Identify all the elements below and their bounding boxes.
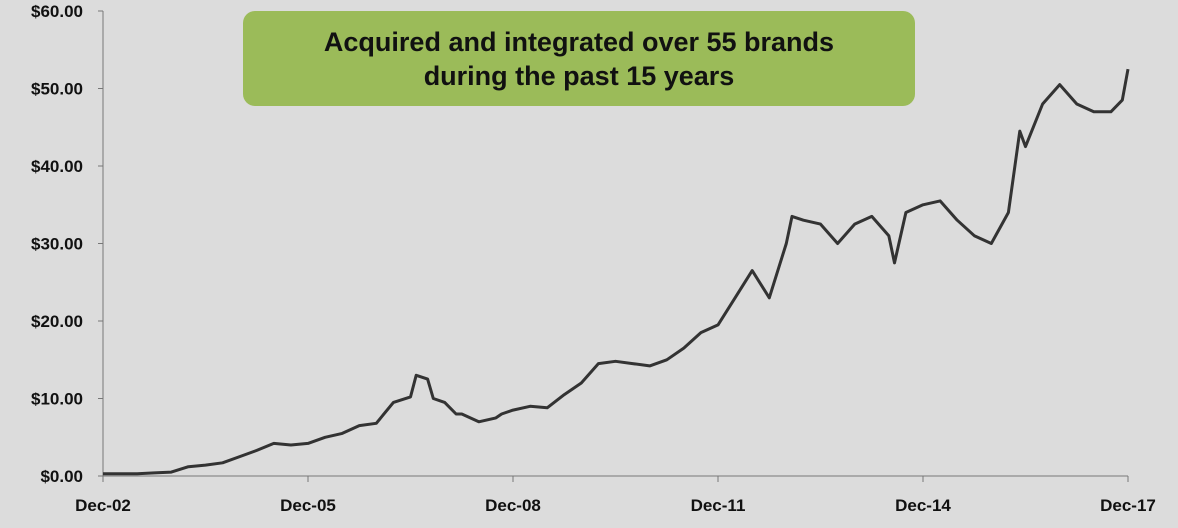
annotation-line-2: during the past 15 years <box>423 60 735 91</box>
y-tick-label: $30.00 <box>31 235 83 254</box>
x-tick-label: Dec-17 <box>1100 496 1156 515</box>
x-tick-label: Dec-08 <box>485 496 541 515</box>
x-tick-label: Dec-14 <box>895 496 951 515</box>
y-tick-label: $40.00 <box>31 157 83 176</box>
y-axis: $0.00 $10.00 $20.00 $30.00 $40.00 $50.00 $60.0… <box>31 2 104 486</box>
annotation-line-1: Acquired and integrated over 55 brands <box>323 26 835 57</box>
y-tick-label: $0.00 <box>40 467 83 486</box>
annotation-callout: Acquired and integrated over 55 brands d… <box>243 11 915 106</box>
price-series-line <box>103 68 1130 476</box>
x-tick-label: Dec-05 <box>280 496 336 515</box>
x-axis: Dec-02 Dec-05 Dec-08 Dec-11 Dec-14 Dec-17 <box>75 475 1156 515</box>
x-tick-label: Dec-11 <box>691 496 746 515</box>
y-tick-label: $50.00 <box>31 80 83 99</box>
y-tick-label: $60.00 <box>31 2 83 21</box>
y-tick-label: $20.00 <box>31 312 83 331</box>
y-tick-label: $10.00 <box>31 390 83 409</box>
annotation-text: Acquired and integrated over 55 brands d… <box>324 25 834 93</box>
x-tick-label: Dec-02 <box>75 496 131 515</box>
